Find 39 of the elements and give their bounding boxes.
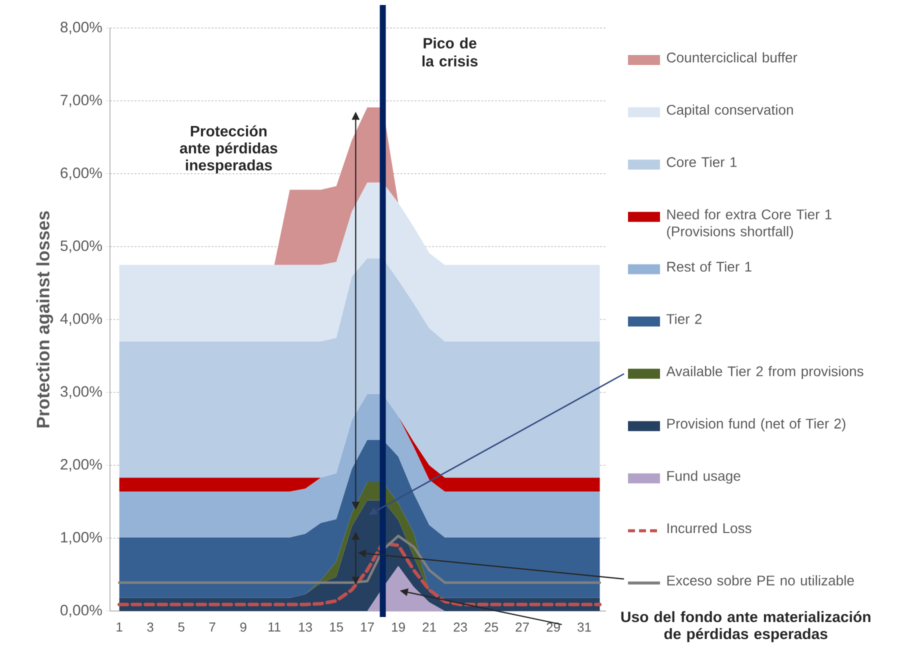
- legend-label: Core Tier 1: [666, 156, 737, 168]
- legend-label: Fund usage: [667, 470, 740, 484]
- x-tick-label: 7: [209, 622, 216, 632]
- legend-label: Available Tier 2 from provisions: [666, 366, 864, 380]
- y-tick-label: 8,00%: [60, 22, 102, 34]
- y-axis-title: Protection against losses: [36, 211, 54, 428]
- y-tick-label: 2,00%: [60, 459, 102, 472]
- legend-label: Rest of Tier 1: [667, 261, 752, 272]
- x-tick-label: 9: [240, 622, 246, 632]
- y-tick-label: 1,00%: [61, 532, 102, 544]
- x-tick-label: 3: [147, 622, 154, 632]
- x-tick-label: 15: [330, 622, 343, 632]
- x-tick-label: 13: [299, 622, 312, 632]
- x-tick-label: 17: [361, 622, 374, 632]
- legend-label: Exceso sobre PE no utilizable: [667, 575, 854, 586]
- y-tick-label: 5,00%: [60, 240, 102, 253]
- legend-label: Capital conservation: [666, 104, 793, 118]
- x-tick-label: 19: [392, 622, 405, 632]
- x-tick-label: 1: [116, 622, 122, 632]
- ref-line-label: Pico de la crisis: [422, 38, 478, 67]
- text: Uso del fondo ante materialización de pérdidas esperadas: [621, 611, 870, 642]
- legend-label: Need for extra Core Tier 1 (Provisions shortfall): [667, 209, 832, 240]
- y-tick-label: 3,00%: [60, 386, 102, 399]
- x-tick-label: 25: [484, 622, 498, 632]
- x-tick-label: 27: [516, 622, 529, 632]
- legend-label: Counterciclical buffer: [666, 52, 798, 62]
- x-tick-label: 11: [268, 622, 280, 632]
- y-tick-label: 7,00%: [60, 94, 102, 108]
- legend-label: Incurred Loss: [668, 522, 752, 534]
- y-tick-label: 0,00%: [60, 604, 102, 618]
- y-tick-label: 4,00%: [60, 313, 102, 326]
- annotation: Protección ante pérdidas inesperadas: [180, 125, 278, 174]
- legend-label: Tier 2: [666, 314, 702, 324]
- y-tick-label: 6,00%: [60, 168, 102, 180]
- x-tick-label: 31: [578, 622, 591, 632]
- x-tick-label: 5: [178, 622, 184, 632]
- x-tick-label: 23: [454, 622, 467, 632]
- legend-label: Provision fund (net of Tier 2): [667, 418, 846, 432]
- x-tick-label: 21: [422, 622, 436, 632]
